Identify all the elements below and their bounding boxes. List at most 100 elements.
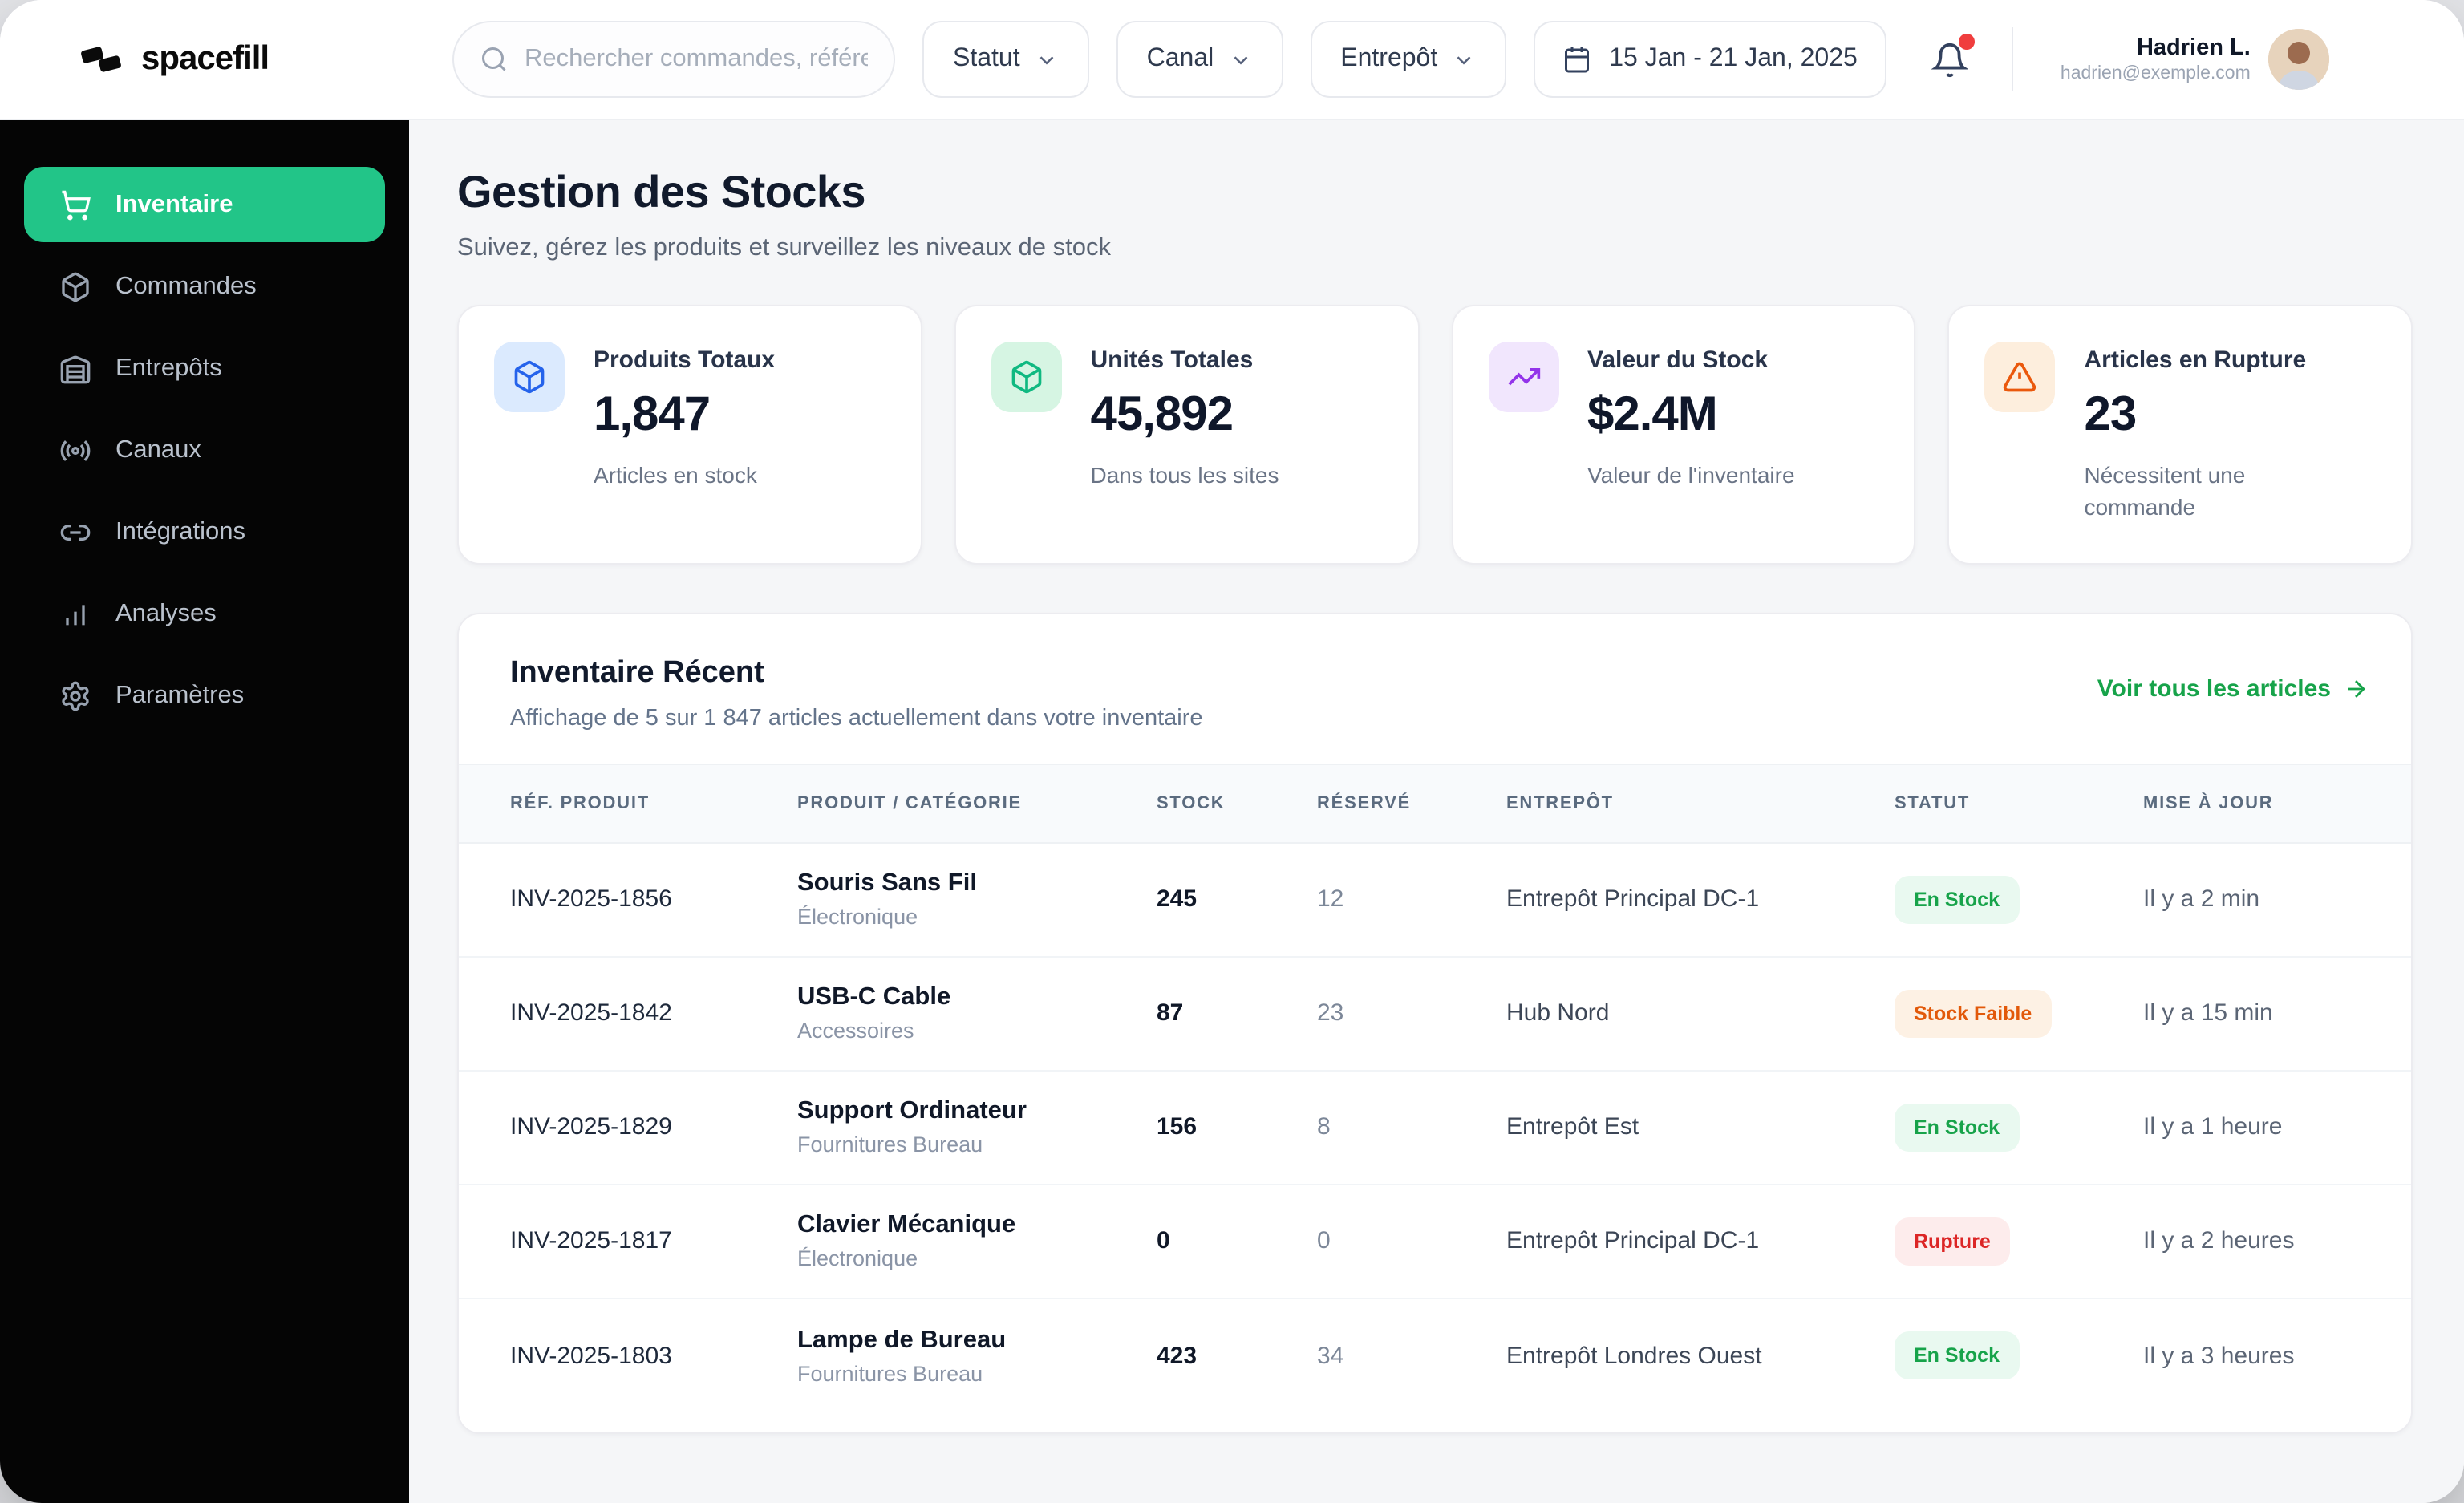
- recent-inventory-card: Inventaire Récent Affichage de 5 sur 1 8…: [457, 612, 2413, 1434]
- cell-ref: INV-2025-1829: [510, 1113, 672, 1141]
- stat-value: 1,847: [594, 388, 711, 441]
- gear-icon: [62, 680, 89, 711]
- sidebar-item-inventaire[interactable]: Inventaire: [24, 167, 385, 242]
- cell-product-category: Fournitures Bureau: [797, 1361, 983, 1386]
- status-badge: Rupture: [1895, 1217, 2010, 1266]
- row-actions-button[interactable]: [2400, 1328, 2411, 1383]
- kebab-icon: [2411, 1228, 2413, 1254]
- sidebar-item-analyses[interactable]: Analyses: [24, 576, 385, 651]
- col-product: Produit / Catégorie: [797, 793, 1022, 813]
- broadcast-icon: [60, 439, 91, 461]
- sidebar-item-label: Intégrations: [116, 517, 245, 545]
- trending-up-icon: [1488, 342, 1558, 412]
- cell-ref: INV-2025-1817: [510, 1227, 672, 1255]
- view-all-link[interactable]: Voir tous les articles: [2097, 675, 2369, 702]
- stat-value: 45,892: [1090, 388, 1234, 441]
- col-status: Statut: [1895, 793, 1971, 813]
- table-row[interactable]: INV-2025-1856 Souris Sans Fil Électroniq…: [459, 843, 2413, 958]
- chevron-down-icon: [1039, 55, 1054, 63]
- status-badge: Stock Faible: [1895, 989, 2052, 1038]
- cell-product-name: Lampe de Bureau: [797, 1326, 1007, 1354]
- stat-card-articles-en-rupture: Articles en Rupture 23 Nécessitent une c…: [1947, 305, 2413, 565]
- cell-reserved: 34: [1317, 1342, 1344, 1370]
- user-email: hadrien@exemple.com: [2060, 64, 2251, 83]
- cell-stock: 156: [1157, 1113, 1198, 1141]
- sidebar-item-label: Commandes: [116, 272, 257, 299]
- cell-warehouse: Entrepôt Londres Ouest: [1506, 1342, 1762, 1370]
- stat-sub: Dans tous les sites: [1090, 462, 1279, 488]
- sidebar: Inventaire Commandes Entrepôts Canaux In…: [0, 120, 409, 1503]
- stat-card-produits-totaux: Produits Totaux 1,847 Articles en stock: [457, 305, 922, 565]
- inventory-title: Inventaire Récent: [510, 655, 764, 690]
- filter-entrepot[interactable]: Entrepôt: [1310, 21, 1507, 98]
- kebab-icon: [2411, 886, 2413, 912]
- topbar: spacefill Statut Canal Entrepôt 15 Jan -…: [0, 0, 2464, 120]
- page-subtitle: Suivez, gérez les produits et surveillez…: [457, 234, 1112, 261]
- package-icon: [991, 342, 1062, 412]
- stat-sub: Nécessitent une commande: [2084, 462, 2246, 521]
- stat-value: 23: [2084, 388, 2138, 441]
- stat-sub: Articles en stock: [594, 462, 757, 488]
- sidebar-item-entrepots[interactable]: Entrepôts: [24, 330, 385, 406]
- notifications-button[interactable]: [1923, 32, 1978, 87]
- table-row[interactable]: INV-2025-1817 Clavier Mécanique Électron…: [459, 1185, 2413, 1299]
- date-range-label: 15 Jan - 21 Jan, 2025: [1609, 45, 1858, 72]
- cell-reserved: 0: [1317, 1227, 1331, 1255]
- row-actions-button[interactable]: [2400, 872, 2413, 926]
- table-row[interactable]: INV-2025-1829 Support Ordinateur Fournit…: [459, 1071, 2411, 1185]
- cell-product-name: Souris Sans Fil: [797, 869, 977, 897]
- col-updated: Mise à jour: [2143, 793, 2274, 813]
- package-icon: [62, 271, 89, 302]
- main-content: Gestion des Stocks Suivez, gérez les pro…: [409, 120, 2464, 1503]
- sidebar-item-parametres[interactable]: Paramètres: [24, 658, 385, 733]
- stat-label: Articles en Rupture: [2084, 346, 2307, 374]
- cell-warehouse: Entrepôt Principal DC-1: [1506, 1227, 1760, 1255]
- row-actions-button[interactable]: [2400, 986, 2411, 1040]
- filter-canal[interactable]: Canal: [1116, 21, 1283, 98]
- cell-product-name: Clavier Mécanique: [797, 1211, 1016, 1239]
- sidebar-item-label: Analyses: [116, 599, 217, 626]
- search-box[interactable]: [452, 21, 895, 98]
- row-actions-button[interactable]: [2400, 1213, 2413, 1268]
- stat-card-valeur-du-stock: Valeur du Stock $2.4M Valeur de l'invent…: [1451, 305, 1916, 565]
- col-stock: Stock: [1157, 793, 1226, 813]
- table-row[interactable]: INV-2025-1803 Lampe de Bureau Fourniture…: [459, 1298, 2411, 1413]
- stat-card-unites-totales: Unités Totales 45,892 Dans tous les site…: [954, 305, 1419, 565]
- package-icon: [494, 342, 565, 412]
- cell-updated: Il y a 1 heure: [2143, 1113, 2283, 1141]
- status-badge: En Stock: [1895, 1331, 2019, 1380]
- cell-stock: 0: [1157, 1227, 1170, 1255]
- cell-stock: 245: [1157, 885, 1198, 914]
- calendar-icon: [1565, 46, 1590, 73]
- filter-statut[interactable]: Statut: [922, 21, 1089, 98]
- cell-updated: Il y a 2 min: [2143, 885, 2260, 914]
- page-title: Gestion des Stocks: [457, 167, 866, 217]
- sidebar-item-commandes[interactable]: Commandes: [24, 249, 385, 324]
- sidebar-item-canaux[interactable]: Canaux: [24, 412, 385, 488]
- link-icon: [60, 524, 91, 540]
- cell-product-category: Électronique: [797, 905, 918, 930]
- sidebar-item-label: Entrepôts: [116, 354, 222, 381]
- cell-ref: INV-2025-1803: [510, 1342, 672, 1370]
- stat-sub: Valeur de l'inventaire: [1587, 462, 1795, 488]
- date-range-picker[interactable]: 15 Jan - 21 Jan, 2025: [1534, 21, 1886, 98]
- row-actions-button[interactable]: [2400, 1100, 2413, 1154]
- table-body: INV-2025-1856 Souris Sans Fil Électroniq…: [459, 843, 2413, 1413]
- cell-reserved: 12: [1317, 885, 1344, 914]
- search-input[interactable]: [525, 45, 868, 74]
- avatar[interactable]: [2267, 29, 2329, 90]
- cart-icon: [60, 189, 91, 220]
- stat-label: Produits Totaux: [594, 346, 776, 374]
- cell-warehouse: Entrepôt Est: [1506, 1113, 1639, 1141]
- kebab-icon: [2411, 1114, 2413, 1140]
- cell-ref: INV-2025-1842: [510, 999, 672, 1027]
- table-row[interactable]: INV-2025-1842 USB-C Cable Accessoires 87…: [459, 957, 2411, 1072]
- col-warehouse: Entrepôt: [1506, 793, 1614, 813]
- cell-updated: Il y a 2 heures: [2143, 1227, 2295, 1255]
- user-menu[interactable]: Hadrien L. hadrien@exemple.com: [2039, 29, 2329, 90]
- table-header: Réf. Produit Produit / Catégorie Stock R…: [459, 763, 2411, 844]
- cell-updated: Il y a 3 heures: [2143, 1342, 2295, 1370]
- sidebar-item-integrations[interactable]: Intégrations: [24, 494, 385, 569]
- warehouse-icon: [60, 354, 91, 383]
- cell-stock: 423: [1157, 1342, 1198, 1370]
